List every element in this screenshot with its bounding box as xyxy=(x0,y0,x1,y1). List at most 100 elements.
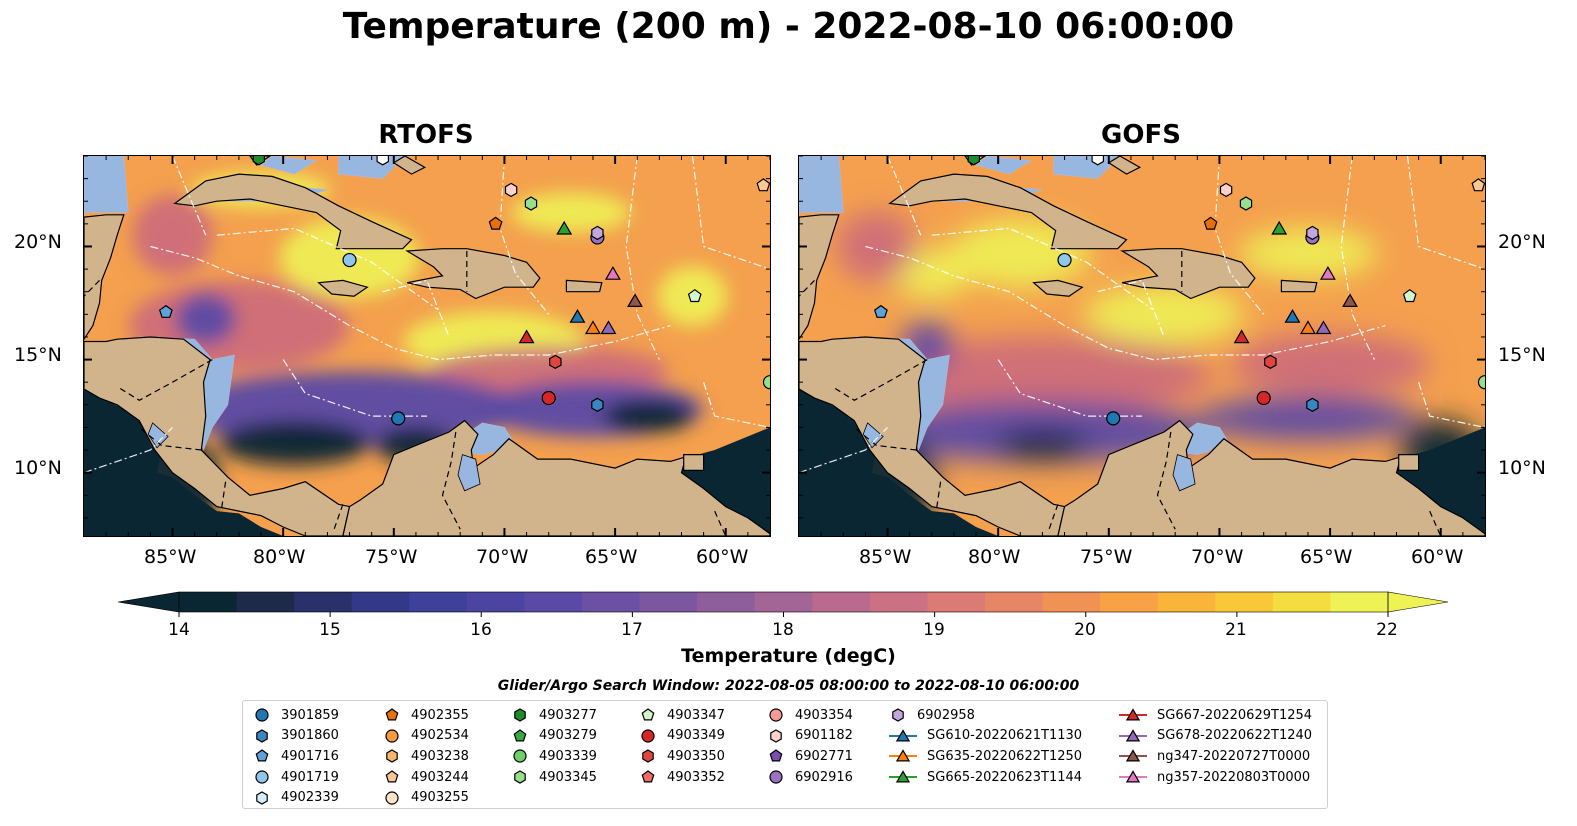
lon-tick: 85°W xyxy=(859,546,912,568)
eez-boundary xyxy=(703,382,770,428)
colorbar-tick: 21 xyxy=(1225,620,1247,640)
lat-tick: 15°N xyxy=(14,344,62,366)
legend-label: ng357-20220803T0000 xyxy=(1157,769,1311,785)
legend-item: SG665-20220623T1144 xyxy=(889,767,1082,788)
legend-label: 3901859 xyxy=(281,707,339,723)
legend-item: 4903347 xyxy=(639,705,725,726)
legend-label: 4903277 xyxy=(539,707,597,723)
land-mass xyxy=(1032,279,1084,297)
lake xyxy=(862,422,884,449)
legend-label: 4903352 xyxy=(667,769,725,785)
legend-column: 4903354 6901182 6902771 6902916 xyxy=(767,705,853,787)
country-border xyxy=(935,481,942,512)
observation-marker xyxy=(252,156,265,166)
observation-marker xyxy=(1256,390,1271,406)
observation-marker xyxy=(627,293,643,307)
observation-marker xyxy=(1306,397,1319,412)
lat-tick: 20°N xyxy=(14,231,62,253)
colorbar-segment xyxy=(1272,592,1332,612)
observation-marker xyxy=(488,216,503,230)
eez-boundary xyxy=(799,426,888,474)
observation-marker xyxy=(1057,252,1072,268)
observation-marker xyxy=(1342,293,1358,307)
land-mass xyxy=(405,248,541,300)
lon-tick: 65°W xyxy=(1300,546,1353,568)
colorbar-segment xyxy=(409,592,468,612)
legend-item: 4903279 xyxy=(511,726,597,747)
legend-marker-icon xyxy=(385,708,399,721)
colorbar-segment xyxy=(985,592,1044,612)
observation-marker xyxy=(591,397,604,412)
legend-item: 4902534 xyxy=(383,726,469,747)
legend-label: 4903339 xyxy=(539,748,597,764)
legend-marker-icon xyxy=(513,729,527,742)
colorbar-tick: 18 xyxy=(772,620,794,640)
observation-marker xyxy=(1319,265,1336,280)
observation-marker xyxy=(376,156,389,166)
observation-marker xyxy=(600,320,617,335)
land-mass xyxy=(317,279,369,297)
lake xyxy=(147,422,169,449)
legend-marker-icon xyxy=(256,790,268,805)
legend-item: 6902771 xyxy=(767,746,853,767)
legend-label: 4903279 xyxy=(539,728,597,744)
eez-boundary xyxy=(691,156,770,270)
country-border xyxy=(333,504,344,530)
colorbar-under xyxy=(117,591,180,613)
observation-marker xyxy=(1271,220,1288,235)
eez-boundary xyxy=(171,156,207,236)
legend-item: 4903238 xyxy=(383,746,469,767)
legend-label: 6902771 xyxy=(795,748,853,764)
legend-marker-icon xyxy=(769,749,783,762)
legend-marker-icon xyxy=(1119,729,1147,742)
map-gofs-canvas xyxy=(799,156,1485,536)
colorbar-segment xyxy=(294,592,353,612)
observation-marker xyxy=(1219,182,1233,198)
legend-label: 6901182 xyxy=(795,728,853,744)
observation-marker xyxy=(591,225,604,241)
legend-label: 4902339 xyxy=(281,790,339,806)
colorbar-segment xyxy=(1042,592,1101,612)
country-border xyxy=(84,279,100,297)
legend-label: 4903345 xyxy=(539,769,597,785)
legend-item: SG667-20220629T1254 xyxy=(1119,705,1312,726)
lat-tick: 20°N xyxy=(1498,231,1546,253)
legend-label: 4903244 xyxy=(411,769,469,785)
legend-label: ng347-20220727T0000 xyxy=(1157,748,1311,764)
legend-label: 4902534 xyxy=(411,728,469,744)
observation-marker xyxy=(158,304,173,318)
colorbar-segment xyxy=(1215,592,1274,612)
observation-marker xyxy=(1471,178,1485,192)
observation-marker xyxy=(556,220,573,235)
lon-tick: 85°W xyxy=(144,546,197,568)
colorbar-label: Temperature (degC) xyxy=(681,645,896,667)
country-border xyxy=(714,510,727,536)
legend-marker-icon xyxy=(385,791,399,805)
observation-marker xyxy=(1106,411,1121,426)
colorbar-segment xyxy=(639,592,698,612)
observation-marker xyxy=(1402,288,1417,303)
legend-marker-icon xyxy=(642,749,654,764)
country-border xyxy=(441,431,461,530)
colorbar-over xyxy=(1387,591,1449,613)
colorbar-segment xyxy=(524,592,583,612)
colorbar-segment xyxy=(1330,592,1389,612)
country-border xyxy=(831,359,928,401)
colorbar-segment xyxy=(179,592,238,612)
legend-label: 4903347 xyxy=(667,707,725,723)
colorbar-segment xyxy=(869,592,929,612)
observation-marker xyxy=(524,196,538,211)
legend-item: 4903345 xyxy=(511,767,597,788)
eez-boundary xyxy=(1406,156,1485,270)
colorbar-segment xyxy=(812,592,871,612)
colorbar-segment xyxy=(582,592,641,612)
legend-label: SG678-20220622T1240 xyxy=(1157,728,1313,744)
panel-title-gofs: GOFS xyxy=(1101,120,1181,150)
legend-item: ng347-20220727T0000 xyxy=(1119,746,1312,767)
legend-marker-icon xyxy=(385,770,399,783)
eez-boundary xyxy=(382,279,450,338)
legend-label: 4903349 xyxy=(667,728,725,744)
land-mass xyxy=(565,279,603,293)
land-mass xyxy=(342,419,770,536)
eez-boundary xyxy=(499,156,550,315)
